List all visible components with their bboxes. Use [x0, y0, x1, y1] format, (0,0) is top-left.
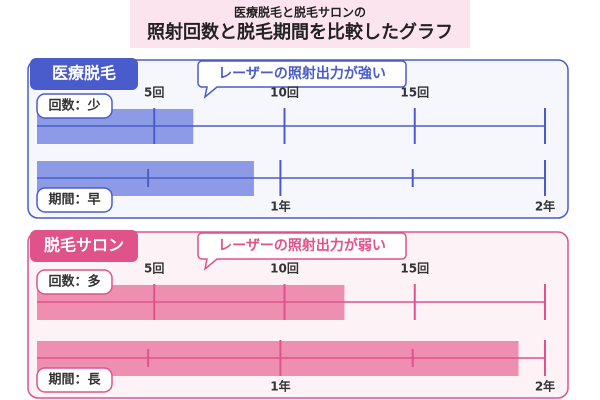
tick-label: 2年 [535, 199, 555, 214]
panel-title: 脱毛サロン [44, 236, 124, 255]
row-label-box [36, 367, 113, 393]
tick-label: 10回 [270, 262, 299, 276]
panel-title: 医療脱毛 [52, 64, 116, 83]
panel-tag [30, 230, 138, 262]
tick-label: 15回 [400, 262, 429, 276]
subtitle: 医療脱毛と脱毛サロンの [234, 5, 366, 20]
row-label-box [36, 93, 113, 119]
note-bubble [197, 232, 407, 271]
row-label-box [36, 269, 113, 295]
note: レーザーの照射出力が弱い [218, 237, 386, 254]
panel-tag [30, 58, 138, 90]
title-box [130, 0, 470, 48]
note-bubble [197, 60, 407, 99]
tick-label: 1年 [270, 199, 290, 214]
tick-label: 5回 [144, 86, 164, 100]
tick-label: 5回 [144, 262, 164, 276]
row-label: 期間：長 [48, 373, 101, 388]
row-label-box [36, 187, 113, 213]
tick-label: 2年 [535, 379, 555, 394]
note: レーザーの照射出力が強い [218, 65, 386, 82]
tick-label: 1年 [270, 379, 290, 394]
row-label: 回数：少 [48, 98, 100, 114]
title: 照射回数と脱毛期間を比較したグラフ [147, 21, 453, 43]
tick-label: 10回 [270, 86, 299, 100]
row-label: 回数：多 [48, 274, 100, 290]
tick-label: 15回 [400, 86, 429, 100]
row-label: 期間：早 [48, 193, 100, 208]
